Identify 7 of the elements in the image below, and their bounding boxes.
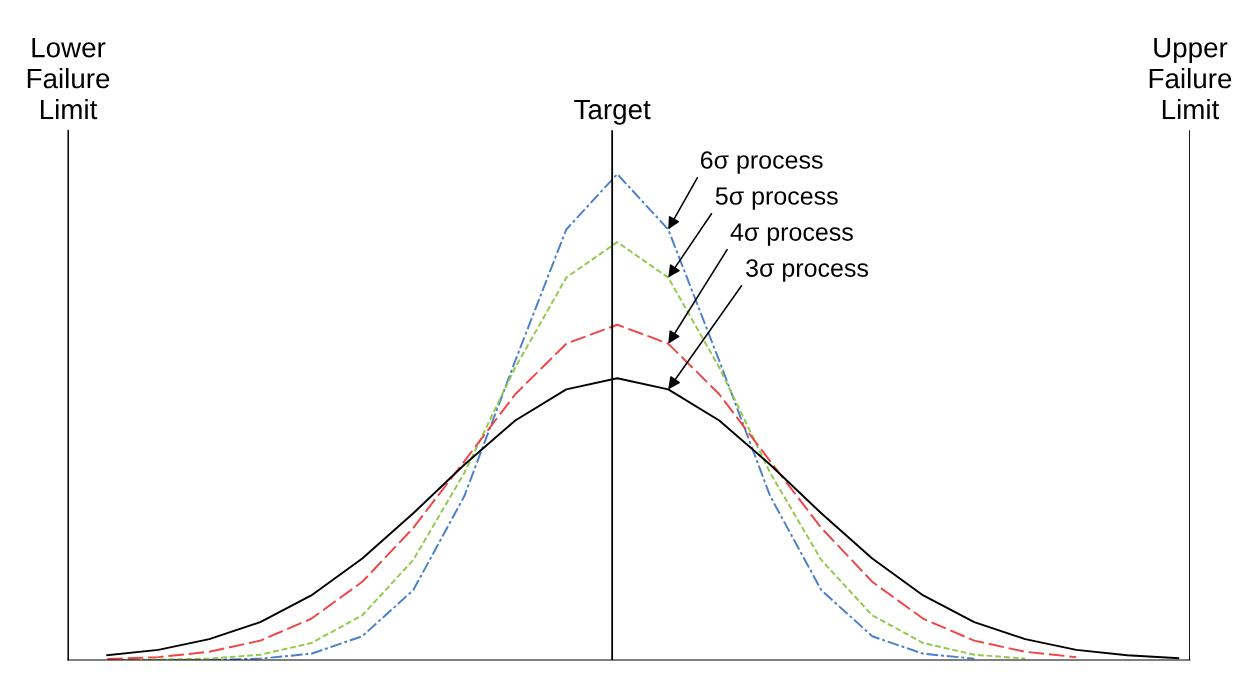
annotation: 4σ process <box>730 223 853 246</box>
text: Lower Failure Limit <box>27 38 110 120</box>
text: Target <box>574 99 651 125</box>
text: Upper Failure Limit <box>1149 38 1232 120</box>
text: 6σ process <box>700 151 823 174</box>
annotation: 3σ process <box>746 259 869 282</box>
annotation: 5σ process <box>715 187 838 210</box>
